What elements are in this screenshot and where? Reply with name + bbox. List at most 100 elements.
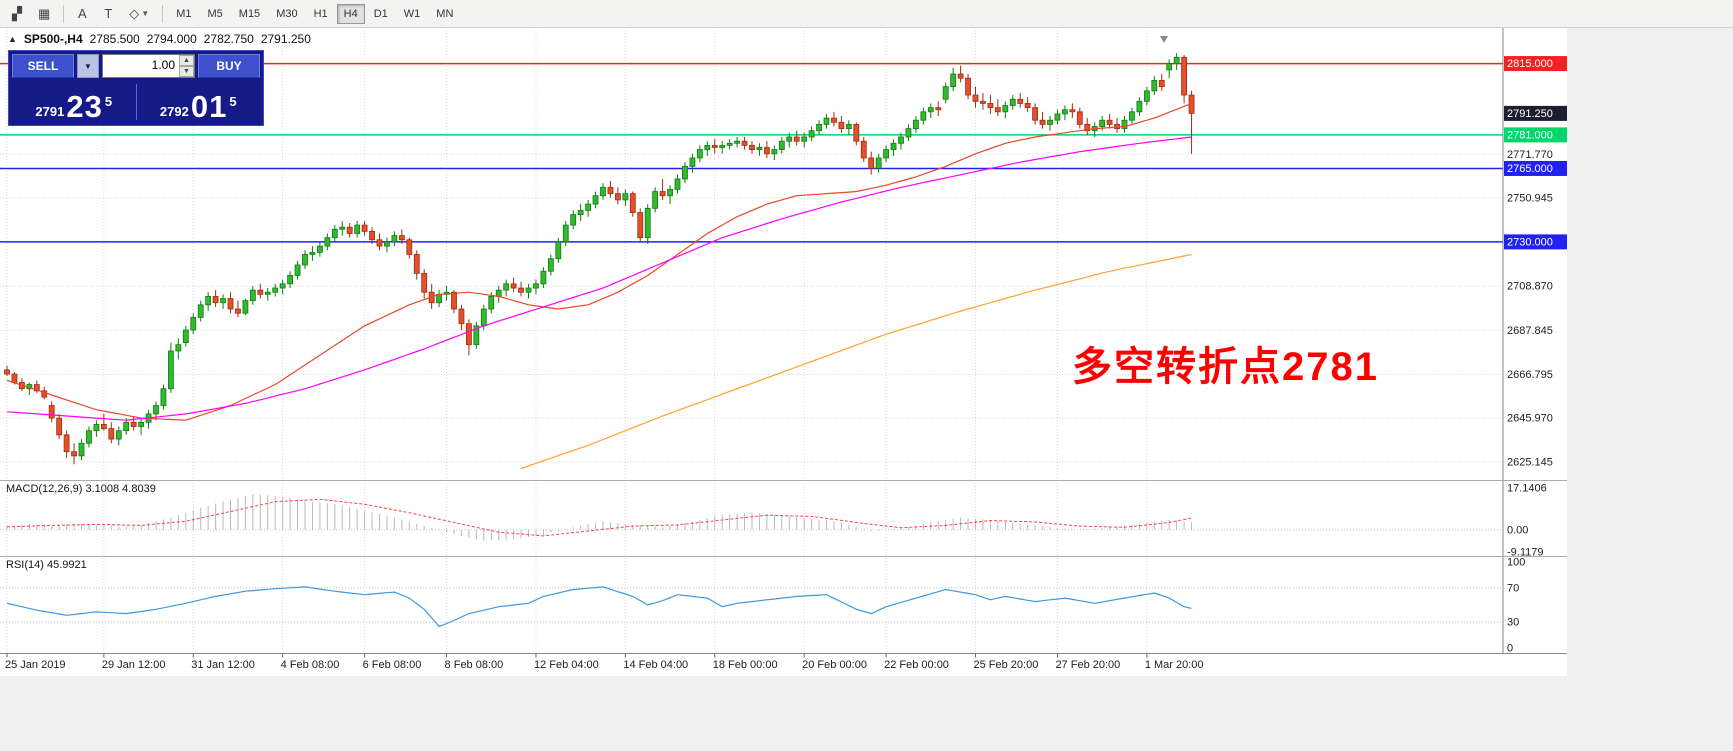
svg-text:2771.770: 2771.770 <box>1507 149 1553 161</box>
svg-text:12 Feb 04:00: 12 Feb 04:00 <box>534 659 599 671</box>
timeframe-button-m15[interactable]: M15 <box>232 4 267 24</box>
shapes-tool-icon[interactable]: ◇ ▼ <box>122 3 156 25</box>
collapse-arrow-icon[interactable]: ▲ <box>8 34 17 44</box>
ask-pip-digit: 5 <box>229 94 237 109</box>
svg-text:2791.250: 2791.250 <box>1507 108 1553 120</box>
svg-text:2750.945: 2750.945 <box>1507 192 1553 204</box>
toolbar-separator <box>63 4 65 23</box>
timeframe-button-d1[interactable]: D1 <box>367 4 395 24</box>
svg-text:14 Feb 04:00: 14 Feb 04:00 <box>623 659 688 671</box>
bid-pip-digit: 5 <box>104 94 113 109</box>
svg-text:25 Feb 20:00: 25 Feb 20:00 <box>974 659 1039 671</box>
chevron-down-icon: ▼ <box>141 9 150 18</box>
timeframe-button-h4[interactable]: H4 <box>336 3 365 24</box>
timeframe-button-m1[interactable]: M1 <box>169 4 198 24</box>
chart-background <box>0 28 1567 676</box>
svg-text:2815.000: 2815.000 <box>1507 58 1553 70</box>
spinner-up-icon[interactable]: ▲ <box>179 55 194 66</box>
quote-divider <box>135 84 137 120</box>
rsi-axis-label: 0 <box>1507 643 1513 655</box>
ma-fast <box>6 102 1192 421</box>
level-price-label <box>1504 56 1567 72</box>
svg-text:29 Jan 12:00: 29 Jan 12:00 <box>102 659 166 671</box>
svg-text:31 Jan 12:00: 31 Jan 12:00 <box>191 659 255 671</box>
bid-price[interactable]: 2791 23 5 <box>12 89 136 124</box>
bid-big-digits: 23 <box>66 89 103 124</box>
toolbar-icons: ▞ ▦ A T ◇ ▼ <box>4 3 157 25</box>
ohlc-close: 2791.250 <box>260 32 311 46</box>
ma-slow <box>520 253 1192 470</box>
level-price-label <box>1504 160 1567 176</box>
ask-price[interactable]: 2792 01 5 <box>137 89 261 124</box>
svg-text:18 Feb 00:00: 18 Feb 00:00 <box>713 659 778 671</box>
timeframe-button-w1[interactable]: W1 <box>397 4 428 24</box>
rsi-panel <box>0 586 1503 628</box>
ohlc-high: 2794.000 <box>146 32 197 46</box>
volume-spinner: ▲ ▼ <box>179 55 194 77</box>
cursor-tool-icon[interactable]: ▞ <box>5 3 29 25</box>
svg-text:4 Feb 08:00: 4 Feb 08:00 <box>281 659 340 671</box>
shift-marker-icon <box>1160 36 1168 43</box>
svg-text:2765.000: 2765.000 <box>1507 163 1553 175</box>
macd-axis-label: 0.00 <box>1507 524 1528 536</box>
svg-text:22 Feb 00:00: 22 Feb 00:00 <box>884 659 949 671</box>
svg-text:8 Feb 08:00: 8 Feb 08:00 <box>445 659 504 671</box>
chart-canvas[interactable]: 2771.770 2750.945 2708.870 2687.845 2666.795… <box>0 28 1733 751</box>
svg-text:1 Mar 20:00: 1 Mar 20:00 <box>1145 659 1204 671</box>
symbol-name: SP500-,H4 <box>23 32 83 46</box>
svg-text:25 Jan 2019: 25 Jan 2019 <box>5 659 66 671</box>
macd-signal-line <box>6 498 1192 537</box>
spinner-down-icon[interactable]: ▼ <box>179 66 194 77</box>
rsi-line <box>6 586 1192 628</box>
toolbar: ▞ ▦ A T ◇ ▼ M1 M5 M15 M30 H1 H4 D1 W1 MN <box>0 0 1733 28</box>
ohlc-open: 2785.500 <box>89 32 140 46</box>
timeframe-button-m5[interactable]: M5 <box>201 4 230 24</box>
svg-text:2645.970: 2645.970 <box>1507 413 1553 425</box>
macd-axis-label: -9.1179 <box>1507 547 1544 559</box>
ask-prefix: 2792 <box>159 104 189 119</box>
toolbar-separator <box>162 4 164 23</box>
chevron-down-icon: ▼ <box>84 61 92 71</box>
moving-averages-layer <box>6 102 1192 470</box>
level-price-label <box>1504 234 1567 250</box>
ma-mid <box>6 136 1192 421</box>
macd-panel <box>0 494 1503 541</box>
rsi-axis-label: 30 <box>1507 617 1519 629</box>
text-tool-icon[interactable]: A <box>70 3 94 25</box>
volume-field[interactable]: 1.00 ▲ ▼ <box>101 54 195 78</box>
quote-row: 2791 23 5 2792 01 5 <box>12 81 260 122</box>
timeframe-button-m30[interactable]: M30 <box>269 4 304 24</box>
volume-value[interactable]: 1.00 <box>151 58 175 72</box>
timeframe-bar: M1 M5 M15 M30 H1 H4 D1 W1 MN <box>168 3 461 24</box>
last-price-label <box>1504 105 1567 121</box>
label-tool-icon[interactable]: T <box>96 3 120 25</box>
svg-text:2687.845: 2687.845 <box>1507 325 1553 337</box>
candles-layer <box>4 53 1195 465</box>
chart-area[interactable]: 2771.770 2750.945 2708.870 2687.845 2666.795… <box>0 28 1733 751</box>
buy-button[interactable]: BUY <box>198 54 260 78</box>
svg-text:2666.795: 2666.795 <box>1507 369 1553 381</box>
bid-prefix: 2791 <box>35 104 65 119</box>
price-axis: 2771.770 2750.945 2708.870 2687.845 2666.795… <box>1504 56 1567 655</box>
level-price-label <box>1504 127 1567 143</box>
symbol-header: ▲ SP500-,H4 2785.500 2794.000 2782.750 2… <box>8 32 311 46</box>
svg-text:6 Feb 08:00: 6 Feb 08:00 <box>363 659 422 671</box>
rsi-axis-label: 100 <box>1507 557 1525 569</box>
timeframe-button-mn[interactable]: MN <box>429 4 460 24</box>
svg-text:20 Feb 00:00: 20 Feb 00:00 <box>802 659 867 671</box>
svg-text:27 Feb 20:00: 27 Feb 20:00 <box>1055 659 1120 671</box>
trade-controls-row: SELL ▼ 1.00 ▲ ▼ BUY <box>12 54 260 78</box>
rsi-axis-label: 70 <box>1507 582 1519 594</box>
svg-text:2625.145: 2625.145 <box>1507 456 1553 468</box>
ask-big-digits: 01 <box>190 89 228 124</box>
order-options-dropdown[interactable]: ▼ <box>77 54 99 78</box>
svg-text:2730.000: 2730.000 <box>1507 236 1553 248</box>
macd-axis-label: 17.1406 <box>1507 483 1547 495</box>
timeframe-button-h1[interactable]: H1 <box>307 4 335 24</box>
sell-button[interactable]: SELL <box>12 54 74 78</box>
time-axis: 25 Jan 2019 29 Jan 12:00 31 Jan 12:00 4 Feb… <box>5 653 1204 671</box>
ohlc-low: 2782.750 <box>203 32 254 46</box>
rsi-label: RSI(14) 45.9921 <box>6 559 87 571</box>
crosshair-tool-icon[interactable]: ▦ <box>31 3 57 25</box>
